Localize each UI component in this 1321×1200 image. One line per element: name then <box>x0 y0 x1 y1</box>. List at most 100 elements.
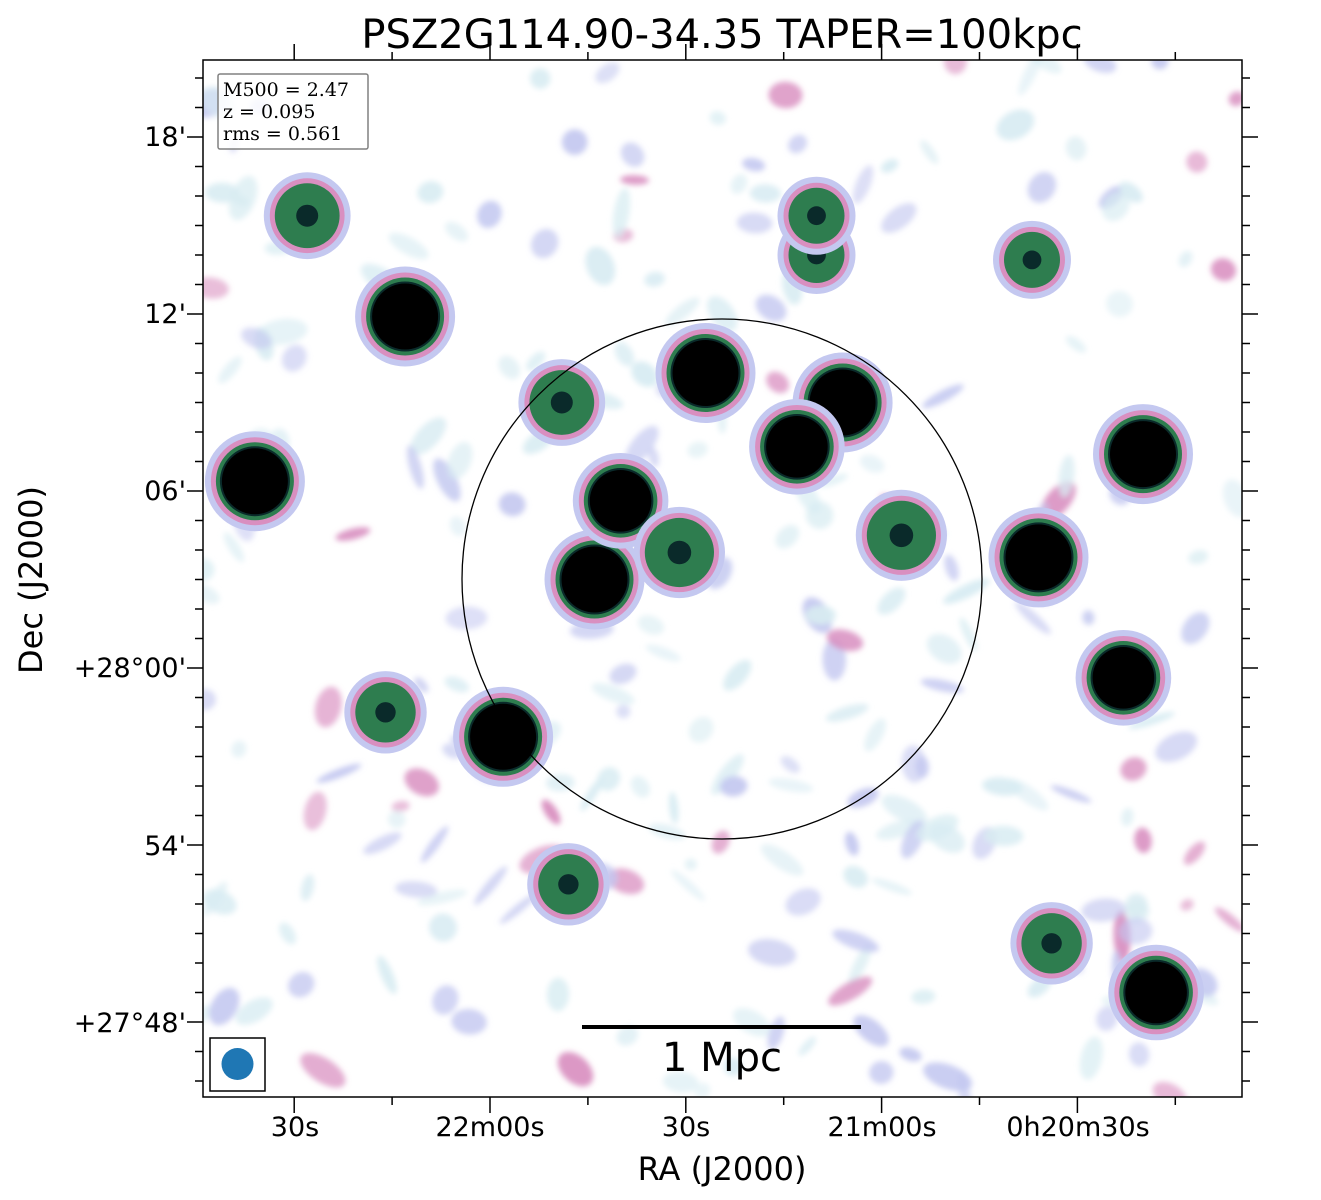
chart-title: PSZ2G114.90-34.35 TAPER=100kpc <box>361 12 1082 58</box>
noise-blob <box>911 989 936 1004</box>
noise-blob <box>546 977 570 1012</box>
noise-blob <box>529 68 551 89</box>
x-tick-label: 30s <box>271 1112 319 1143</box>
noise-blob <box>1214 907 1242 932</box>
noise-blob <box>279 922 297 945</box>
noise-blob <box>205 182 240 203</box>
y-tick-label: 06' <box>144 476 186 507</box>
noise-blob <box>281 344 307 372</box>
noise-blob <box>859 454 885 473</box>
radio-source <box>1093 404 1193 505</box>
noise-blob <box>417 889 467 906</box>
noise-blob <box>498 492 526 517</box>
radio-source <box>204 431 305 532</box>
noise-blob <box>944 554 959 581</box>
radio-source <box>1010 902 1093 985</box>
source-core <box>667 540 692 565</box>
noise-blob <box>363 832 402 855</box>
noise-blob <box>711 754 744 795</box>
image-area <box>203 60 1242 1097</box>
noise-blob <box>864 718 886 752</box>
noise-blob <box>1222 479 1242 518</box>
noise-blob <box>1178 251 1193 268</box>
noise-blob <box>848 942 873 987</box>
noise-blob <box>630 776 650 798</box>
x-tick-label: 0h20m30s <box>1006 1112 1149 1143</box>
noise-blob <box>648 447 660 468</box>
noise-layer <box>203 60 1242 1097</box>
noise-blob <box>943 60 967 75</box>
source-core <box>558 874 579 895</box>
noise-blob <box>474 866 508 906</box>
noise-blob <box>614 341 635 367</box>
noise-blob <box>203 881 228 916</box>
radio-source <box>453 686 554 787</box>
noise-blob <box>1065 335 1087 353</box>
noise-blob <box>288 972 315 998</box>
noise-blob <box>707 296 738 332</box>
radio-source <box>263 172 351 260</box>
noise-blob <box>730 174 748 194</box>
source-ring <box>1005 524 1072 591</box>
source-core <box>807 206 826 226</box>
source-core <box>375 702 396 723</box>
noise-blob <box>880 159 899 173</box>
noise-blob <box>760 844 804 876</box>
noise-blob <box>404 768 439 797</box>
x-tick-label: 21m00s <box>827 1112 936 1143</box>
noise-blob <box>644 271 665 287</box>
noise-blob <box>748 938 797 967</box>
noise-blob <box>1128 1042 1150 1067</box>
noise-blob <box>1181 612 1210 645</box>
y-tick-label: 18' <box>144 122 186 153</box>
radio-source <box>633 506 726 599</box>
noise-blob <box>1121 807 1134 827</box>
noise-blob <box>877 587 906 615</box>
noise-blob <box>766 371 790 394</box>
noise-blob <box>805 605 836 625</box>
radio-source <box>344 671 427 754</box>
noise-blob <box>1065 136 1087 161</box>
info-box <box>217 73 369 150</box>
noise-blob <box>314 686 342 728</box>
noise-blob <box>394 881 438 898</box>
noise-blob <box>755 294 787 322</box>
noise-blob <box>498 355 521 380</box>
noise-blob <box>844 831 859 856</box>
noise-blob <box>530 228 559 259</box>
noise-blob <box>1007 778 1049 811</box>
noise-blob <box>631 361 658 388</box>
info-redshift: z = 0.095 <box>223 101 315 123</box>
source-core <box>550 391 573 414</box>
noise-blob <box>768 81 803 109</box>
noise-blob <box>1152 1081 1187 1097</box>
noise-blob <box>694 1082 711 1097</box>
noise-blob <box>1180 899 1194 911</box>
r500-circle <box>461 318 983 840</box>
noise-blob <box>1155 731 1198 763</box>
noise-blob <box>736 212 773 234</box>
noise-blob <box>595 62 620 84</box>
noise-blob <box>1014 601 1051 635</box>
radio-source <box>1075 630 1172 726</box>
noise-blob <box>616 704 631 719</box>
noise-blob <box>1228 91 1242 107</box>
plot-frame <box>202 59 1243 1098</box>
noise-blob <box>209 987 240 1026</box>
noise-blob <box>445 606 488 630</box>
noise-blob <box>959 617 978 651</box>
noise-blob <box>922 384 964 409</box>
noise-blob <box>852 165 874 204</box>
source-core <box>889 523 914 548</box>
noise-blob <box>719 776 748 797</box>
noise-blob <box>1082 610 1095 625</box>
noise-blob <box>417 181 444 204</box>
noise-blob <box>920 678 964 693</box>
noise-blob <box>223 532 245 563</box>
noise-blob <box>767 1016 785 1050</box>
noise-blob <box>828 976 873 1006</box>
noise-blob <box>300 874 315 902</box>
noise-blob <box>1058 454 1075 498</box>
y-axis-label: Dec (J2000) <box>12 486 50 674</box>
noise-blob <box>557 1051 594 1087</box>
